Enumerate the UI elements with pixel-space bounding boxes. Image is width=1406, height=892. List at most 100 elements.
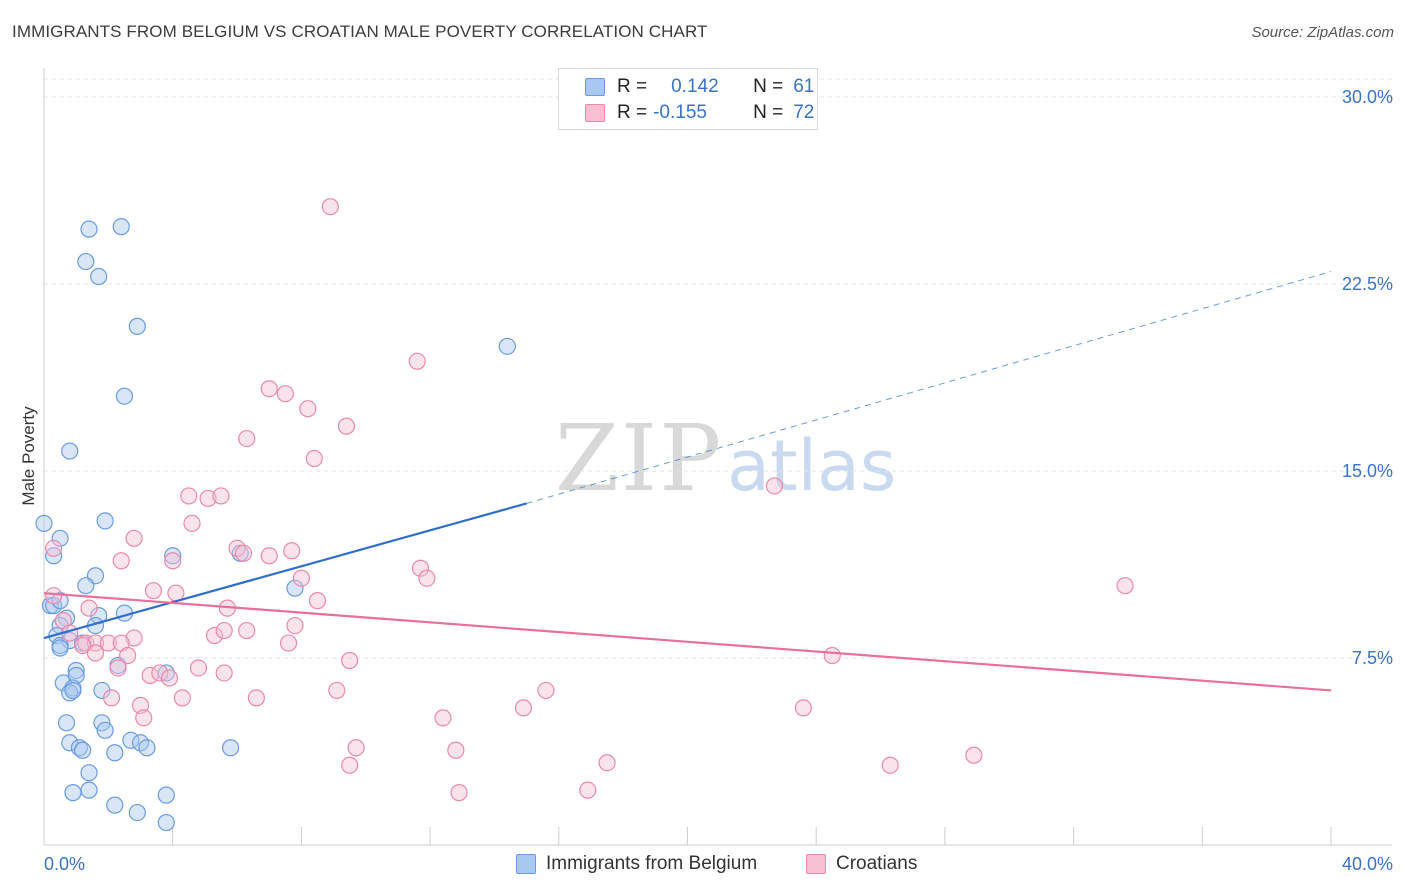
legend-label-croatians: Croatians [836, 853, 918, 874]
trend-line-croatians [43, 592, 1332, 692]
point-croatians [180, 487, 198, 505]
point-croatians [341, 651, 359, 670]
point-belgium [157, 813, 175, 832]
point-croatians [215, 664, 233, 682]
point-croatians [881, 756, 899, 774]
point-croatians [823, 646, 841, 665]
point-croatians [199, 489, 217, 508]
point-croatians [135, 709, 153, 727]
y-tick-label: 7.5% [1352, 648, 1393, 668]
point-belgium [112, 218, 130, 236]
point-belgium [286, 579, 304, 597]
point-croatians [183, 514, 201, 532]
point-croatians [411, 559, 430, 577]
point-belgium [80, 781, 98, 799]
point-belgium [164, 547, 182, 565]
point-belgium [80, 764, 98, 782]
point-belgium [61, 684, 79, 702]
point-belgium [96, 512, 114, 530]
point-croatians [514, 699, 533, 717]
trend-line-belgium-extension [526, 271, 1332, 504]
legend-row-belgium: R = 0.142 N = 61 [585, 75, 814, 99]
point-croatians [328, 681, 346, 700]
point-croatians [74, 636, 92, 655]
legend-swatch-croatians [806, 854, 826, 874]
point-belgium [77, 252, 95, 271]
point-belgium [67, 661, 85, 680]
point-belgium [498, 337, 516, 355]
point-croatians [189, 659, 208, 677]
point-croatians [247, 689, 265, 707]
legend-n-label: N = [753, 76, 784, 97]
point-croatians [283, 542, 301, 560]
point-belgium [51, 529, 69, 547]
y-tick-label: 15.0% [1342, 461, 1393, 481]
y-axis-label: Male Poverty [19, 406, 38, 506]
legend-label-belgium: Immigrants from Belgium [546, 853, 758, 874]
point-croatians [205, 626, 224, 645]
point-croatians [321, 198, 339, 216]
legend-n-value: 72 [793, 102, 815, 123]
point-croatians [279, 634, 298, 652]
point-croatians [45, 587, 63, 605]
trend-line-belgium [43, 502, 527, 640]
point-croatians [598, 754, 616, 772]
point-croatians [276, 385, 294, 403]
point-croatians [299, 400, 317, 418]
point-croatians [45, 539, 63, 557]
legend-r-label: R = [617, 102, 648, 123]
point-belgium [35, 514, 53, 532]
point-croatians [141, 666, 159, 685]
point-croatians [109, 659, 127, 677]
point-belgium [138, 739, 156, 757]
point-croatians [260, 547, 278, 565]
point-croatians [434, 709, 452, 727]
point-croatians [537, 681, 555, 700]
point-belgium [222, 739, 240, 757]
point-belgium [90, 267, 108, 286]
point-croatians [125, 529, 143, 547]
point-belgium [64, 681, 82, 700]
legend-swatch-belgium [516, 854, 536, 874]
point-croatians [794, 699, 812, 717]
point-belgium [74, 741, 92, 759]
legend-item-belgium: Immigrants from Belgium [516, 852, 757, 876]
point-belgium [61, 734, 79, 752]
y-tick-label: 30.0% [1342, 87, 1393, 107]
point-croatians [112, 552, 130, 570]
point-croatians [119, 646, 137, 665]
legend-n-label: N = [753, 102, 784, 123]
point-croatians [144, 582, 162, 600]
point-croatians [80, 599, 98, 617]
point-croatians [212, 487, 230, 505]
point-belgium [122, 731, 140, 749]
point-croatians [418, 569, 436, 587]
point-belgium [128, 803, 146, 822]
point-croatians [347, 739, 365, 757]
point-croatians [160, 669, 179, 687]
legend-item-croatians: Croatians [806, 852, 917, 876]
point-belgium [96, 721, 114, 739]
point-belgium [157, 786, 175, 804]
watermark: ZIPatlas [555, 405, 896, 512]
point-croatians [151, 664, 169, 682]
y-tick-label: 22.5% [1342, 274, 1393, 294]
point-croatians [286, 616, 304, 635]
point-croatians [86, 634, 105, 652]
point-croatians [450, 784, 468, 802]
legend-r-value: -0.155 [653, 102, 707, 123]
point-croatians [305, 449, 323, 468]
point-belgium [106, 744, 124, 762]
point-croatians [173, 689, 191, 707]
point-belgium [106, 796, 124, 814]
point-croatians [102, 689, 121, 707]
legend-row-croatians: R = -0.155 N = 72 [585, 101, 814, 125]
point-croatians [234, 544, 253, 562]
point-croatians [238, 429, 256, 448]
legend-n-value: 61 [793, 76, 815, 97]
point-belgium [80, 220, 98, 238]
point-croatians [579, 781, 597, 799]
point-croatians [341, 756, 359, 774]
source-label: Source: ZipAtlas.com [1251, 24, 1394, 41]
point-croatians [86, 644, 105, 662]
